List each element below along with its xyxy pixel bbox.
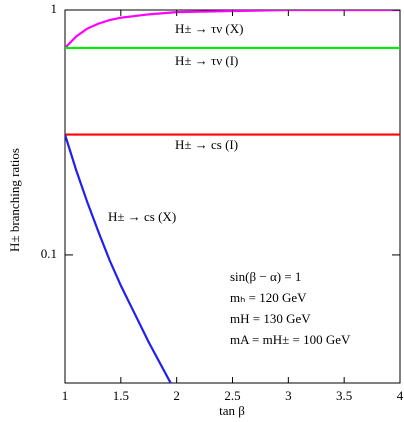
- x-tick-label: 1: [62, 388, 69, 403]
- x-tick-label: 2.5: [224, 388, 240, 403]
- x-tick-label: 3.5: [336, 388, 352, 403]
- x-tick-label: 2: [173, 388, 180, 403]
- series-line: [65, 10, 400, 49]
- series-line: [65, 134, 172, 383]
- plot-area: [65, 10, 400, 383]
- series-label: H± → cs (I): [175, 137, 238, 152]
- series-label: H± → cs (X): [108, 209, 176, 224]
- x-tick-label: 1.5: [113, 388, 129, 403]
- annotation: mA = mH± = 100 GeV: [230, 332, 351, 347]
- y-axis-label: H± branching ratios: [7, 148, 22, 252]
- x-axis-label: tan β: [219, 403, 245, 418]
- y-tick-label: 1: [51, 1, 58, 16]
- y-tick-label: 0.1: [41, 246, 57, 261]
- x-tick-label: 4: [397, 388, 404, 403]
- annotation: mH = 130 GeV: [230, 311, 311, 326]
- series-label: H± → τν (X): [175, 21, 243, 36]
- annotation: mₕ = 120 GeV: [230, 290, 307, 305]
- annotation: sin(β − α) = 1: [230, 269, 301, 284]
- x-tick-label: 3: [285, 388, 292, 403]
- series-label: H± → τν (I): [175, 53, 238, 68]
